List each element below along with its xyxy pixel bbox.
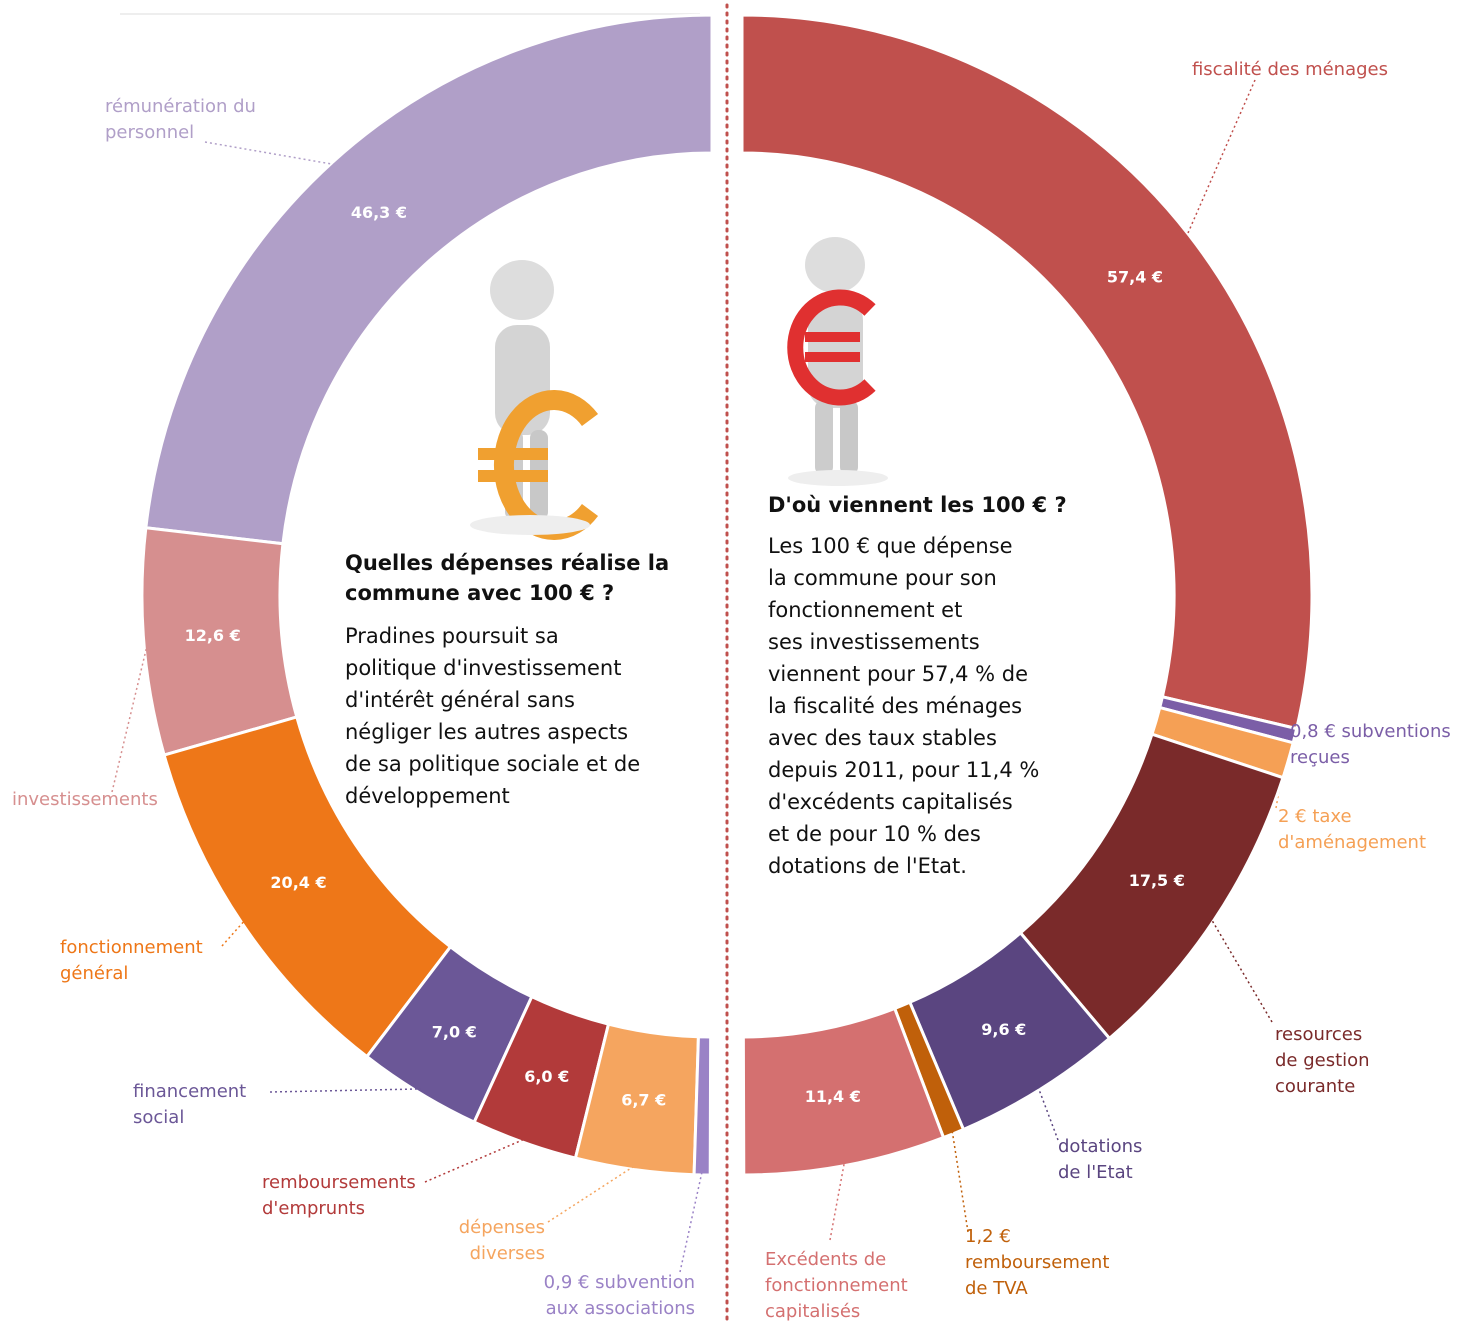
value-label: 6,7 € (621, 1091, 666, 1110)
category-label: financement social (133, 1081, 246, 1128)
leader-line (1185, 79, 1256, 238)
leader-line (1275, 759, 1286, 809)
category-label: 2 € taxe d'aménagement (1278, 806, 1426, 853)
value-label: 57,4 € (1107, 268, 1163, 287)
leader-line (679, 1170, 703, 1273)
figure-left (470, 260, 599, 540)
value-label: 12,6 € (185, 626, 241, 645)
value-label: 17,5 € (1129, 871, 1185, 890)
slice (692, 1035, 713, 1177)
category-label: dotations de l'Etat (1058, 1136, 1142, 1183)
category-label: investissements (12, 789, 158, 810)
leader-line (951, 1129, 969, 1233)
left-heading: Quelles dépenses réalise la commune avec… (345, 551, 670, 605)
slice (144, 13, 714, 546)
value-label: 11,4 € (805, 1087, 861, 1106)
leader-line (111, 641, 149, 793)
category-label: remboursements d'emprunts (262, 1172, 416, 1219)
category-label: 0,9 € subvention aux associations (544, 1272, 695, 1319)
leader-line (204, 141, 336, 166)
category-label: fiscalité des ménages (1192, 59, 1388, 80)
category-label: resources de gestion courante (1275, 1024, 1370, 1097)
left-text: Pradines poursuit sa politique d'investi… (345, 624, 641, 808)
category-label: Excédents de fonctionnement capitalisés (765, 1249, 908, 1322)
value-label: 9,6 € (981, 1020, 1026, 1039)
leader-line (1289, 731, 1292, 736)
value-label: 46,3 € (351, 203, 407, 222)
category-label: 1,2 € remboursement de TVA (965, 1226, 1109, 1299)
leader-line (424, 1138, 526, 1183)
value-label: 20,4 € (270, 873, 326, 892)
right-text: Les 100 € que dépense la commune pour so… (768, 534, 1040, 878)
category-label: dépenses diverses (459, 1217, 545, 1264)
value-label: 6,0 € (524, 1067, 569, 1086)
leader-line (1209, 917, 1273, 1023)
leader-line (1037, 1085, 1059, 1141)
leader-line (829, 1161, 846, 1241)
value-label: 7,0 € (432, 1023, 477, 1042)
slice (741, 1006, 946, 1177)
category-label: rémunération du personnel (105, 96, 256, 143)
category-label: fonctionnement général (60, 937, 203, 984)
leader-line (221, 919, 246, 947)
slice (740, 13, 1314, 731)
leader-line (547, 1165, 636, 1223)
leader-line (269, 1088, 421, 1093)
right-heading: D'où viennent les 100 € ? (768, 493, 1067, 517)
category-label: 0,8 € subventions reçues (1290, 721, 1451, 768)
figure-right (787, 237, 888, 486)
